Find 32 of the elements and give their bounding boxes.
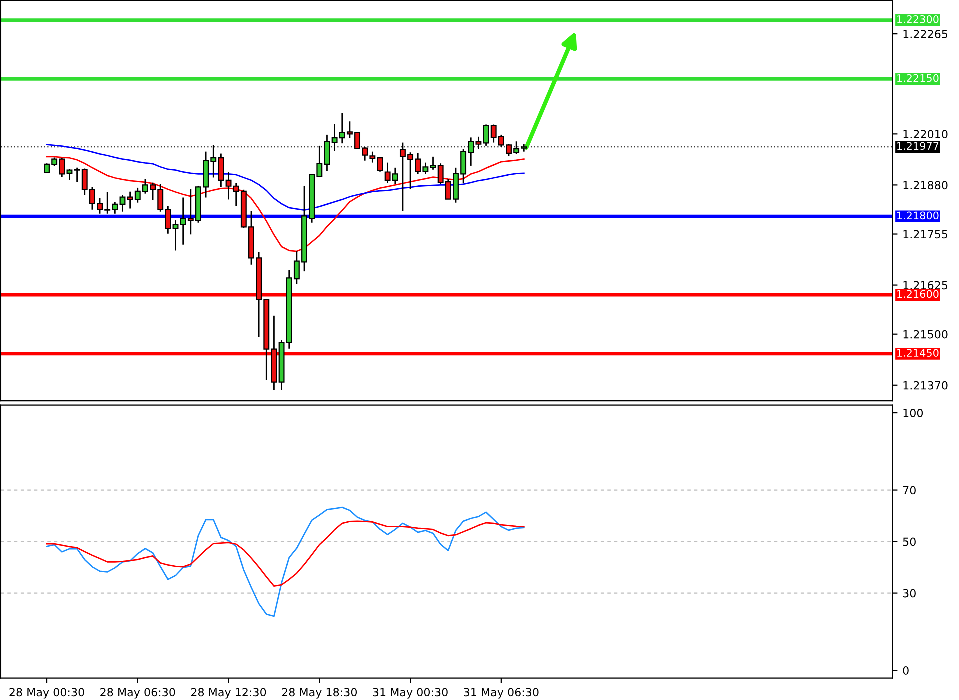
line-series: [46, 520, 525, 588]
x-tick-label: 28 May 00:30: [10, 688, 84, 699]
x-tick-label: 31 May 00:30: [373, 688, 448, 699]
y-tick-label: 30: [903, 589, 916, 598]
y-tick-label: 1.21370: [904, 381, 948, 390]
candlestick: [120, 194, 126, 213]
y-tick-label: 1.22010: [904, 130, 948, 139]
x-tick-label: 31 May 06:30: [464, 688, 539, 699]
y-tick-label: 1.21500: [904, 330, 948, 339]
y-tick-label: 100: [904, 409, 924, 418]
y-tick-label: 50: [903, 538, 916, 546]
ref-line-label: 1.22300: [898, 15, 939, 24]
candlestick: [172, 220, 179, 252]
ref-line-label: 1.21977: [898, 142, 939, 150]
line-series: [46, 144, 525, 212]
ref-line-label: 1.21600: [898, 290, 939, 298]
line-series: [46, 156, 525, 252]
y-tick-label: 1.21880: [904, 181, 948, 190]
x-tick-label: 28 May 18:30: [282, 688, 358, 699]
candlestick: [430, 156, 436, 171]
y-tick-label: 1.21625: [904, 281, 948, 290]
y-tick-label: 1.22265: [904, 30, 948, 38]
ref-line-label: 1.21450: [898, 349, 939, 358]
ref-line-label: 1.22150: [898, 74, 939, 82]
ref-line-label: 1.21800: [898, 212, 939, 220]
candlestick: [377, 157, 384, 173]
y-tick-label: 1.21755: [904, 230, 948, 239]
line-series: [46, 506, 525, 618]
y-tick-label: 0: [903, 666, 909, 675]
x-tick-label: 28 May 12:30: [191, 688, 266, 699]
y-tick-label: 70: [903, 486, 916, 495]
x-tick-label: 28 May 06:30: [100, 688, 176, 699]
